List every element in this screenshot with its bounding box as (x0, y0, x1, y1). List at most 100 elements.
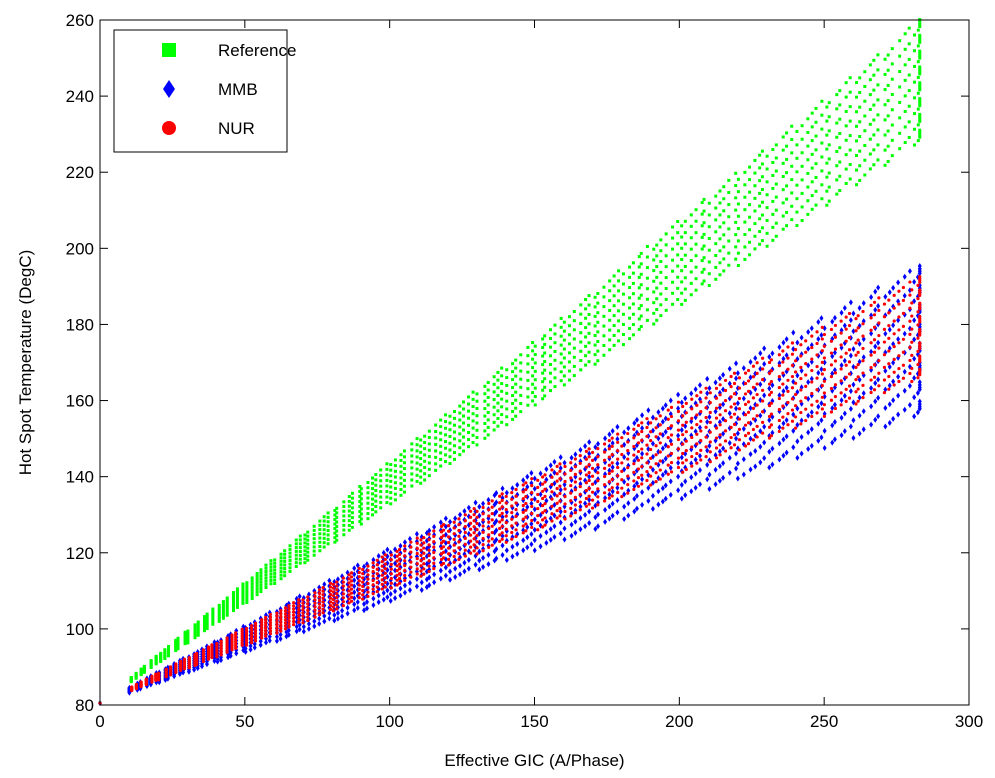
data-point (689, 224, 693, 228)
data-point (500, 405, 504, 409)
data-point (886, 68, 890, 72)
data-point (584, 481, 588, 485)
data-point (596, 349, 600, 353)
data-point (723, 388, 728, 393)
data-point (669, 424, 674, 428)
data-point (734, 257, 738, 261)
data-point (793, 347, 798, 352)
data-point (541, 363, 545, 367)
data-point (856, 314, 860, 318)
data-point (352, 577, 357, 584)
data-point (393, 588, 398, 595)
data-point (640, 450, 645, 457)
data-point (790, 397, 795, 401)
data-point (292, 604, 296, 608)
data-point (645, 461, 649, 465)
data-point (882, 378, 887, 382)
data-point (453, 416, 457, 420)
data-point (872, 118, 876, 122)
data-point (494, 518, 499, 525)
data-point (196, 624, 200, 628)
data-point (163, 648, 167, 652)
data-point (918, 117, 922, 121)
data-point (283, 574, 287, 578)
data-point (721, 401, 726, 408)
data-point (306, 550, 310, 554)
data-point (463, 525, 467, 529)
data-point (352, 571, 357, 578)
data-point (461, 421, 465, 425)
data-point (652, 258, 656, 262)
data-point (743, 220, 747, 224)
data-point (753, 355, 758, 362)
data-point (842, 410, 847, 417)
data-point (467, 409, 471, 413)
data-point (777, 429, 781, 434)
data-point (457, 528, 461, 533)
data-point (403, 578, 407, 583)
data-point (748, 435, 753, 442)
data-point (419, 559, 423, 563)
data-point (498, 513, 502, 518)
data-point (419, 450, 423, 454)
data-point (555, 464, 559, 468)
data-point (918, 85, 922, 89)
data-point (746, 442, 751, 446)
data-point (847, 396, 852, 400)
data-point (511, 386, 515, 390)
data-point (374, 499, 378, 503)
data-point (409, 565, 413, 569)
data-point (655, 297, 659, 301)
data-point (379, 495, 383, 499)
data-point (481, 549, 485, 553)
data-point (610, 427, 615, 434)
data-point (357, 591, 361, 596)
data-point (620, 436, 624, 440)
data-point (830, 405, 835, 412)
data-point (529, 541, 534, 548)
data-point (702, 197, 706, 201)
data-point (477, 503, 482, 510)
data-point (806, 185, 810, 189)
data-point (668, 437, 673, 444)
data-point (573, 465, 577, 469)
data-point (415, 443, 419, 447)
data-point (475, 421, 479, 425)
data-point (664, 265, 668, 269)
data-point (379, 484, 383, 488)
data-point (514, 374, 518, 378)
data-point (765, 180, 769, 184)
data-point (510, 485, 515, 492)
data-point (748, 253, 752, 257)
data-point (234, 644, 238, 648)
data-point (393, 486, 397, 490)
data-point (806, 379, 811, 386)
data-point (663, 402, 668, 409)
data-point (481, 554, 486, 561)
data-point (897, 354, 901, 358)
data-point (741, 456, 746, 463)
data-point (868, 152, 872, 156)
data-point (443, 564, 448, 571)
data-point (602, 324, 606, 328)
data-point (419, 481, 423, 485)
data-point (844, 81, 848, 85)
data-point (555, 479, 559, 483)
data-point (139, 667, 143, 671)
data-point (342, 505, 346, 509)
data-point (268, 629, 273, 633)
data-point (908, 319, 912, 323)
data-point (292, 607, 296, 611)
data-point (205, 622, 209, 626)
data-point (541, 354, 545, 358)
data-point (573, 457, 577, 461)
data-point (544, 529, 549, 536)
data-point (689, 281, 693, 285)
data-point (743, 381, 748, 386)
data-point (275, 614, 279, 618)
data-point (751, 438, 756, 442)
data-point (758, 365, 763, 372)
data-point (530, 511, 534, 516)
data-point (287, 622, 291, 626)
data-point (689, 418, 694, 425)
